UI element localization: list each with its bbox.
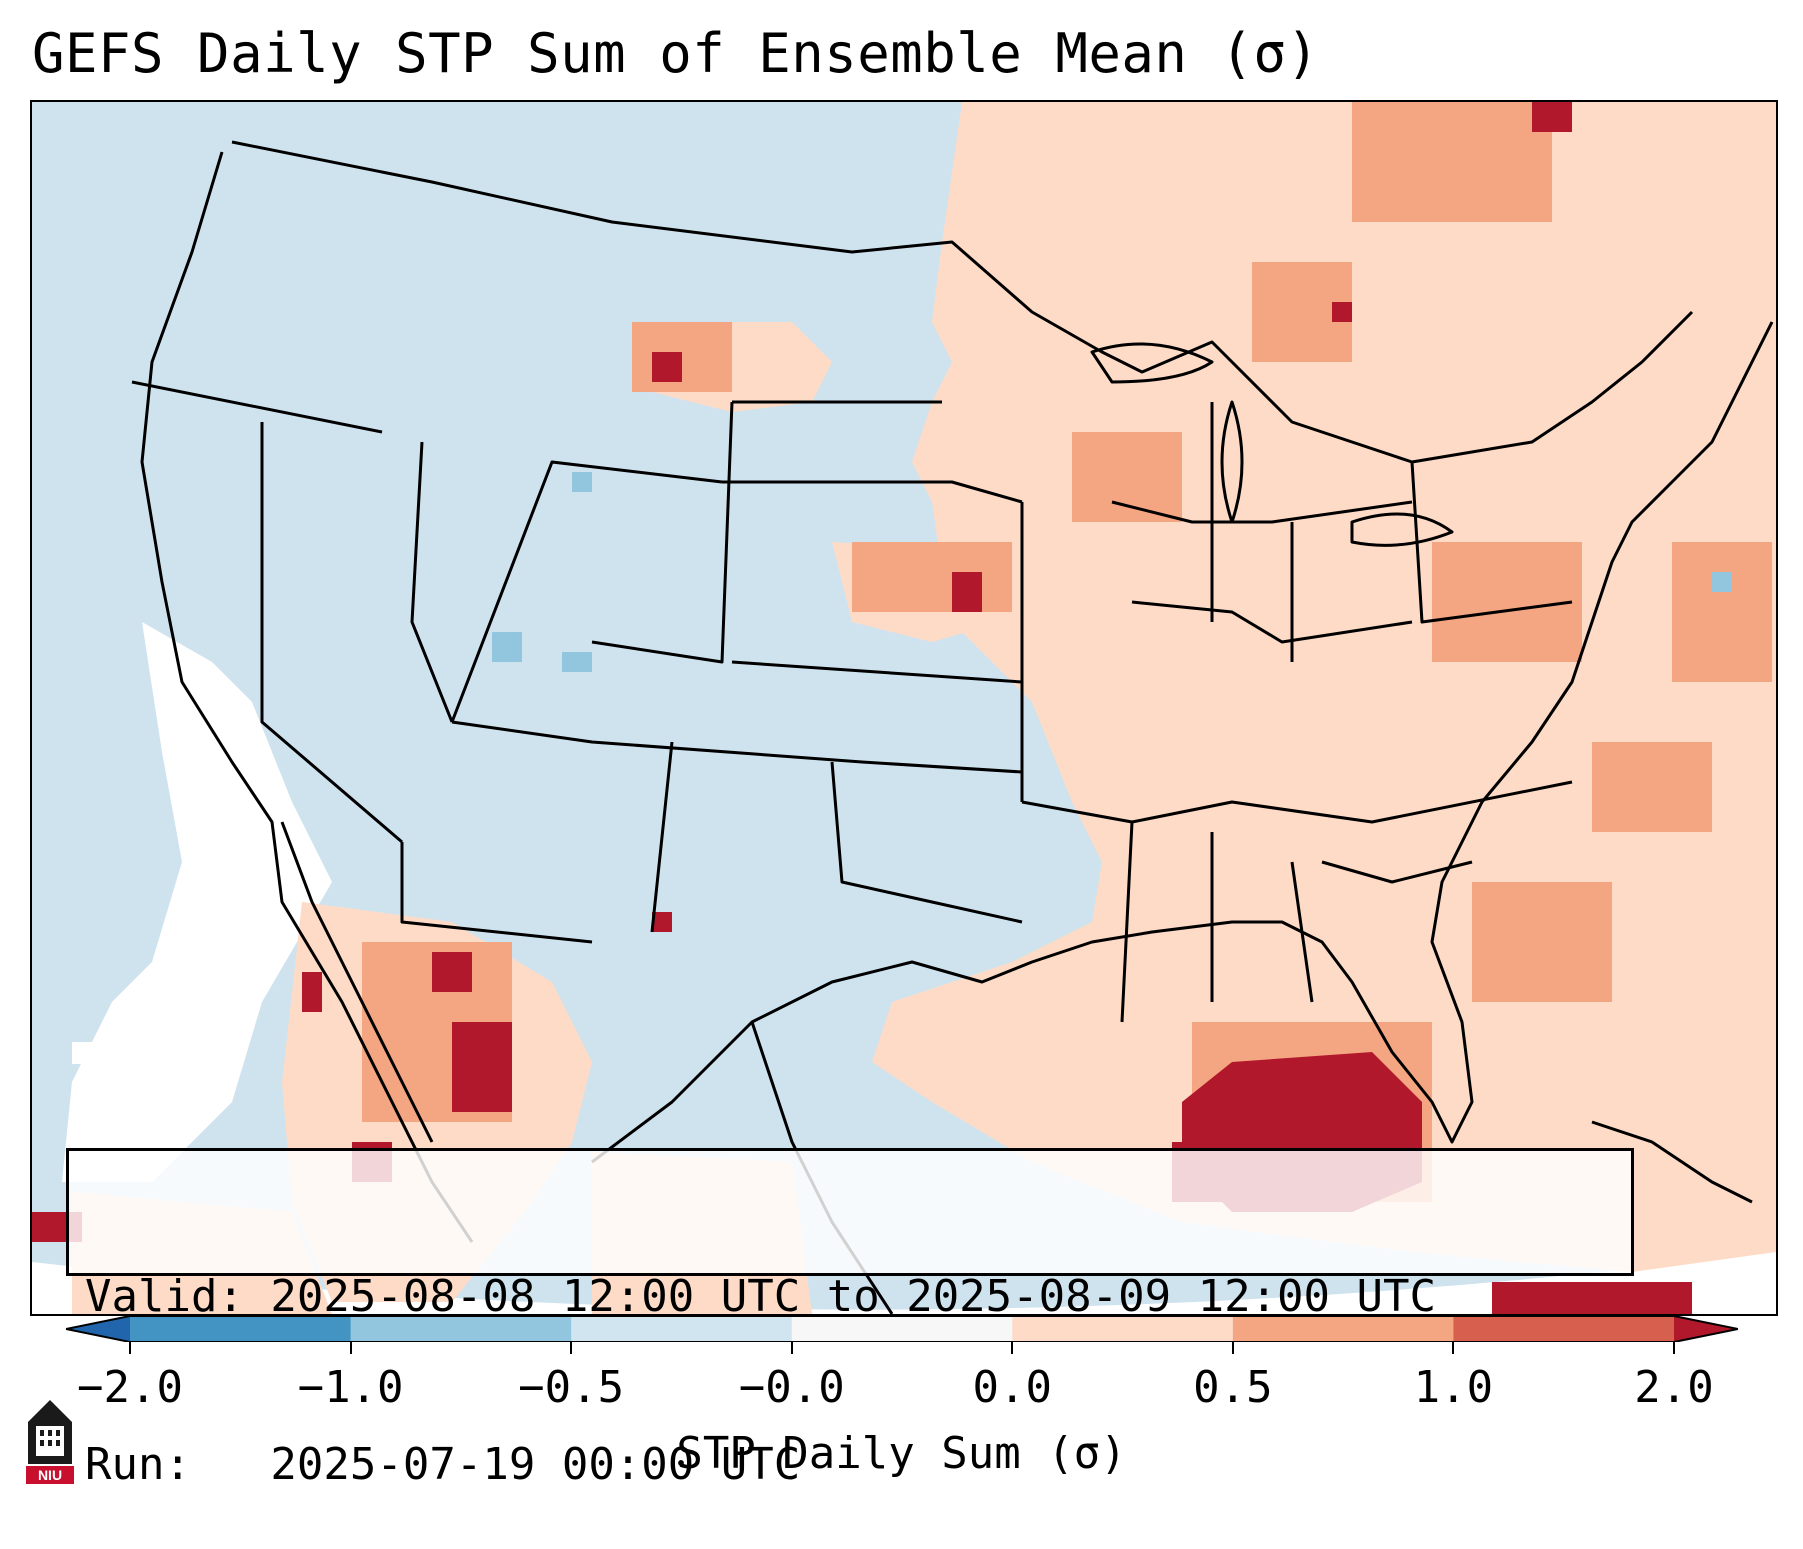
colorbar-tick-label: 2.0 (1634, 1362, 1714, 1413)
niu-logo: NIU (26, 1400, 74, 1484)
colorbar (66, 1316, 1738, 1342)
colorbar-bin (1012, 1316, 1234, 1342)
valid-run-info-box: Valid: 2025-08-08 12:00 UTC to 2025-08-0… (66, 1148, 1634, 1490)
colorbar-extend-low (66, 1316, 130, 1342)
colorbar-bin (791, 1316, 1013, 1342)
svg-text:NIU: NIU (38, 1467, 62, 1483)
colorbar-tick (790, 1342, 793, 1354)
colorbar-tick (570, 1342, 573, 1354)
colorbar-bin (571, 1316, 793, 1342)
colorbar-bin (1232, 1316, 1454, 1342)
colorbar-tick (1452, 1342, 1455, 1354)
colorbar-tick-label: 0.5 (1193, 1362, 1273, 1413)
boundaries (131, 140, 1774, 1314)
anomaly-negative (492, 472, 1732, 672)
colorbar-bin (130, 1316, 352, 1342)
colorbar-title: STP Daily Sum (σ) (676, 1428, 1127, 1479)
colorbar-tick (1011, 1342, 1014, 1354)
projection-edge-bottom (32, 1252, 1776, 1314)
colorbar-tick (349, 1342, 352, 1354)
map-title: GEFS Daily STP Sum of Ensemble Mean (σ) (32, 22, 1320, 85)
anomaly-moderate (362, 102, 1772, 1202)
colorbar-tick-label: −0.0 (738, 1362, 845, 1413)
colorbar-bin (350, 1316, 572, 1342)
colorbar-tick-label: 1.0 (1413, 1362, 1494, 1413)
colorbar-tick-label: 0.0 (972, 1362, 1053, 1413)
run-time-text: Run: 2025-07-19 00:00 UTC (85, 1439, 801, 1490)
colorbar-tick (129, 1342, 131, 1354)
colorbar-extend-high (1674, 1316, 1738, 1342)
colorbar-tick-label: −1.0 (297, 1362, 404, 1413)
map-area (30, 100, 1778, 1316)
colorbar-tick-label: −0.5 (518, 1362, 625, 1413)
map-canvas (32, 102, 1776, 1314)
colorbar-tick (1673, 1342, 1675, 1354)
colorbar-tick (1231, 1342, 1234, 1354)
colorbar-tick-label: −2.0 (77, 1362, 183, 1413)
colorbar-bin (1453, 1316, 1675, 1342)
anomaly-light (72, 102, 1776, 1314)
valid-time-text: Valid: 2025-08-08 12:00 UTC to 2025-08-0… (85, 1271, 1437, 1322)
